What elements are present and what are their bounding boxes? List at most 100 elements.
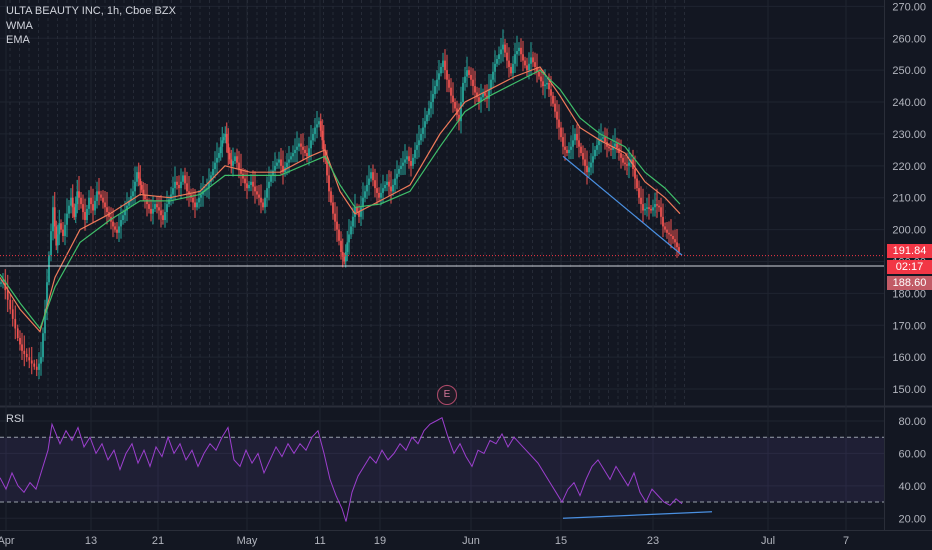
candle-body [612,146,614,150]
candle-body [356,207,358,213]
candle-body [319,121,322,131]
candle-body [344,251,347,262]
candle-body [366,184,368,192]
candle-body [228,153,231,160]
candle-body [604,137,606,142]
candle-body [198,197,200,203]
candle-body [570,146,572,150]
candle-body [298,143,300,147]
candle-body [48,255,50,283]
candle-body [28,357,31,361]
candle-body [178,184,180,189]
candle-body [458,114,460,122]
candle-body [324,149,327,160]
candle-body [648,207,650,209]
candle-body [260,197,262,203]
candle-body [128,200,130,206]
candle-body [676,242,678,248]
candle-body [624,162,626,165]
rsi-tick-label: 60.00 [898,448,926,460]
candle-body [40,357,42,364]
candle-body [182,175,184,182]
rsi-axis[interactable]: 20.00 40.00 60.00 80.00 [898,416,926,525]
candle-body [498,54,500,59]
candle-body [122,215,124,221]
candle-body [468,70,470,75]
candle-body [558,119,560,128]
candle-body [428,108,430,115]
candle-body [536,66,538,72]
candle-body [268,181,270,189]
candle-body [330,191,332,203]
candle-body [548,82,550,90]
chart-title[interactable]: ULTA BEAUTY INC, 1h, Cboe BZX [6,5,176,17]
ema-legend[interactable]: EMA [6,34,30,46]
candle-body [622,157,624,163]
candle-body [42,333,44,358]
candle-body [610,148,612,150]
candle-body [376,188,378,193]
time-axis[interactable]: Apr 13 21 May 11 19 Jun 15 23 Jul 7 [0,535,849,547]
earnings-icon[interactable]: E [437,385,457,405]
rsi-trendline [562,511,713,519]
rsi-line [0,416,683,522]
candle-body [227,143,230,154]
candle-body [540,76,542,82]
candle-body [408,156,410,162]
time-tick-label: May [237,535,258,547]
candle-body [321,130,324,141]
candle-body [124,210,126,216]
candle-body [280,159,282,166]
candle-body [578,140,580,147]
candle-body [162,215,164,221]
time-tick-label: 21 [152,535,164,547]
candle-body [288,159,290,163]
candle-body [418,140,420,146]
price-axis[interactable]: 150.00160.00170.00180.00190.00200.00210.… [892,1,926,396]
candle-body [84,212,86,221]
candle-body [78,191,80,198]
candle-body [168,199,170,205]
candle-body [100,194,102,198]
candle-body [240,169,242,174]
candle-body [318,121,320,125]
candle-body [442,60,444,67]
candle-body [232,161,234,166]
candle-body [658,205,660,208]
candle-body [352,216,354,227]
ema-line [0,69,681,330]
candle-body [286,162,288,168]
candle-body [142,189,145,195]
rsi-tick-label: 80.00 [898,416,926,428]
candle-body [546,82,548,85]
candle-body [236,156,238,163]
price-tick-label: 160.00 [892,352,926,364]
candle-body [46,282,48,310]
candle-body [200,194,202,198]
candle-body [500,49,502,55]
candle-body [382,188,384,193]
time-tick-label: 7 [843,535,849,547]
candle-body [218,153,220,158]
candle-body [590,162,592,168]
candle-body [542,81,544,87]
candle-body [94,200,96,211]
candle-body [246,183,248,189]
candle-body [50,231,52,256]
time-tick-label: 19 [374,535,386,547]
rsi-legend[interactable]: RSI [6,413,25,425]
candle-body [158,207,160,211]
wma-legend[interactable]: WMA [6,20,33,32]
candle-body [464,76,466,83]
candle-body [474,86,476,93]
candle-body [276,162,278,166]
candle-body [410,161,412,166]
candle-body [160,210,162,216]
candle-body [212,169,214,176]
candle-body [66,213,68,225]
rsi-tick-label: 20.00 [898,513,926,525]
candle-body [292,153,294,157]
candle-body [400,165,402,170]
candle-body [354,207,356,217]
